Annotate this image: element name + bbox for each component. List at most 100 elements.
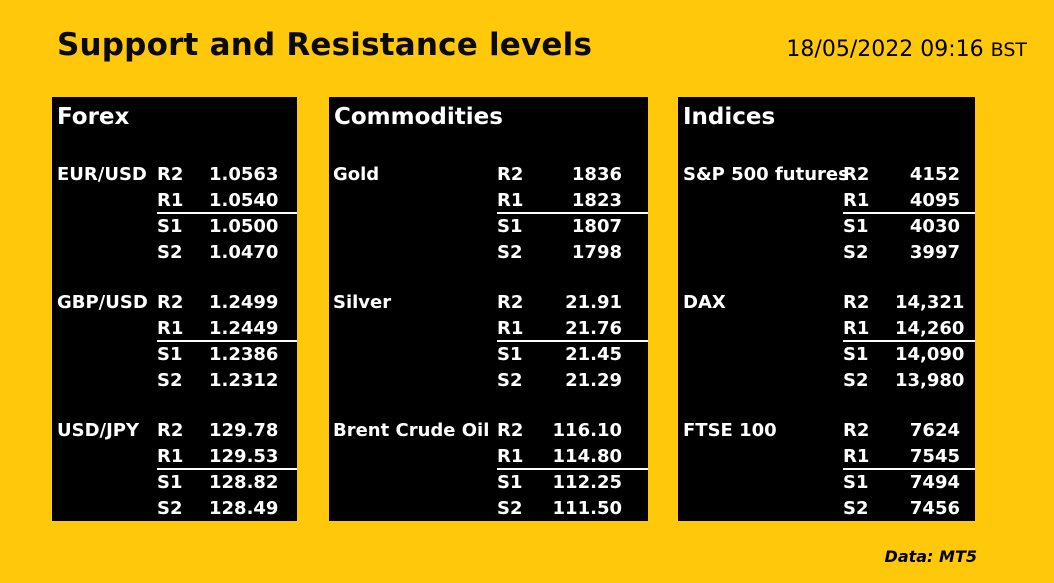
asset-name-spacer bbox=[333, 342, 497, 368]
pivot-separator-line bbox=[497, 468, 648, 470]
asset-name: S&P 500 futures bbox=[683, 164, 849, 185]
level-code: S1 bbox=[157, 216, 183, 237]
level-code: R1 bbox=[157, 190, 184, 211]
level-code: S2 bbox=[843, 498, 869, 519]
level-value: 7624 bbox=[909, 420, 960, 441]
asset-name-spacer bbox=[333, 368, 497, 394]
level-value: 14,260 bbox=[895, 318, 965, 339]
level-row: R1 1.0540 bbox=[52, 188, 297, 214]
level-code: S2 bbox=[157, 242, 183, 263]
level-value: 13,980 bbox=[895, 370, 965, 391]
asset-name-spacer bbox=[57, 496, 157, 522]
timestamp-date-time: 18/05/2022 09:16 bbox=[786, 37, 984, 62]
asset-name-spacer bbox=[57, 188, 157, 214]
level-value: 1807 bbox=[571, 216, 622, 237]
asset-name: GBP/USD bbox=[57, 292, 148, 313]
asset-name: Brent Crude Oil bbox=[333, 420, 490, 441]
level-code: R2 bbox=[157, 292, 184, 313]
asset-name-spacer bbox=[333, 444, 497, 470]
level-row: DAX R2 14,321 bbox=[678, 290, 975, 316]
level-code: S2 bbox=[157, 370, 183, 391]
level-row: S2 13,980 bbox=[678, 368, 975, 394]
level-row: R1 21.76 bbox=[329, 316, 648, 342]
level-row: S1 7494 bbox=[678, 470, 975, 496]
level-code: R1 bbox=[843, 190, 870, 211]
level-row: S2 111.50 bbox=[329, 496, 648, 522]
level-code: S2 bbox=[497, 370, 523, 391]
level-value: 114.80 bbox=[552, 446, 622, 467]
asset-name: Gold bbox=[333, 164, 380, 185]
level-row: S2 7456 bbox=[678, 496, 975, 522]
level-code: R2 bbox=[497, 164, 524, 185]
level-row: S2 1798 bbox=[329, 240, 648, 266]
level-row: S2 21.29 bbox=[329, 368, 648, 394]
asset-name-spacer bbox=[333, 470, 497, 496]
level-value: 1.0500 bbox=[209, 216, 279, 237]
level-value: 128.82 bbox=[209, 472, 279, 493]
level-code: S1 bbox=[843, 472, 869, 493]
pivot-separator-line bbox=[843, 468, 975, 470]
level-value: 1.0470 bbox=[209, 242, 279, 263]
level-value: 14,090 bbox=[895, 344, 965, 365]
level-row: FTSE 100 R2 7624 bbox=[678, 418, 975, 444]
level-row: S1 4030 bbox=[678, 214, 975, 240]
asset-name-spacer bbox=[683, 316, 843, 342]
asset-name-spacer bbox=[333, 496, 497, 522]
asset-block: EUR/USD R2 1.0563 R1 1.0540 S1 1.0500 S2… bbox=[52, 162, 297, 266]
panel-title: Commodities bbox=[334, 104, 503, 130]
panel-indices: Indices S&P 500 futures R2 4152 R1 4095 … bbox=[678, 97, 975, 521]
panel-forex-blocks: EUR/USD R2 1.0563 R1 1.0540 S1 1.0500 S2… bbox=[52, 162, 297, 522]
panel-commodities-blocks: Gold R2 1836 R1 1823 S1 1807 S2 1798 bbox=[329, 162, 648, 522]
level-value: 21.29 bbox=[565, 370, 622, 391]
asset-name-spacer bbox=[683, 444, 843, 470]
level-code: R1 bbox=[497, 190, 524, 211]
asset-name-spacer bbox=[683, 240, 843, 266]
level-value: 111.50 bbox=[552, 498, 622, 519]
level-row: S2 1.0470 bbox=[52, 240, 297, 266]
level-row: S2 128.49 bbox=[52, 496, 297, 522]
asset-name-spacer bbox=[683, 368, 843, 394]
level-code: R2 bbox=[843, 420, 870, 441]
asset-name-spacer bbox=[57, 316, 157, 342]
asset-name-spacer bbox=[57, 342, 157, 368]
asset-name-spacer bbox=[683, 214, 843, 240]
level-value: 1798 bbox=[571, 242, 622, 263]
level-row: S1 112.25 bbox=[329, 470, 648, 496]
panel-title: Forex bbox=[57, 104, 130, 130]
level-code: S2 bbox=[843, 242, 869, 263]
panel-forex: Forex EUR/USD R2 1.0563 R1 1.0540 S1 1.0… bbox=[52, 97, 297, 521]
level-value: 21.45 bbox=[565, 344, 622, 365]
level-value: 116.10 bbox=[552, 420, 622, 441]
level-code: R2 bbox=[157, 420, 184, 441]
level-code: R2 bbox=[497, 420, 524, 441]
asset-name-spacer bbox=[683, 496, 843, 522]
level-code: R1 bbox=[157, 318, 184, 339]
level-row: USD/JPY R2 129.78 bbox=[52, 418, 297, 444]
level-code: S1 bbox=[157, 344, 183, 365]
asset-name-spacer bbox=[683, 470, 843, 496]
level-code: R2 bbox=[497, 292, 524, 313]
level-value: 4095 bbox=[909, 190, 960, 211]
level-value: 128.49 bbox=[209, 498, 279, 519]
pivot-separator-line bbox=[843, 212, 975, 214]
level-value: 3997 bbox=[909, 242, 960, 263]
level-row: R1 4095 bbox=[678, 188, 975, 214]
level-code: S1 bbox=[497, 216, 523, 237]
level-value: 7545 bbox=[909, 446, 960, 467]
level-value: 1.2386 bbox=[209, 344, 279, 365]
level-code: R1 bbox=[497, 446, 524, 467]
level-row: S2 3997 bbox=[678, 240, 975, 266]
level-row: R1 7545 bbox=[678, 444, 975, 470]
asset-name-spacer bbox=[57, 444, 157, 470]
pivot-separator-line bbox=[157, 212, 297, 214]
level-value: 4152 bbox=[909, 164, 960, 185]
level-code: R2 bbox=[843, 164, 870, 185]
level-value: 1836 bbox=[571, 164, 622, 185]
panel-commodities: Commodities Gold R2 1836 R1 1823 S1 1807… bbox=[329, 97, 648, 521]
level-code: R1 bbox=[157, 446, 184, 467]
level-row: GBP/USD R2 1.2499 bbox=[52, 290, 297, 316]
level-value: 21.76 bbox=[565, 318, 622, 339]
asset-name: FTSE 100 bbox=[683, 420, 777, 441]
level-row: S1 128.82 bbox=[52, 470, 297, 496]
